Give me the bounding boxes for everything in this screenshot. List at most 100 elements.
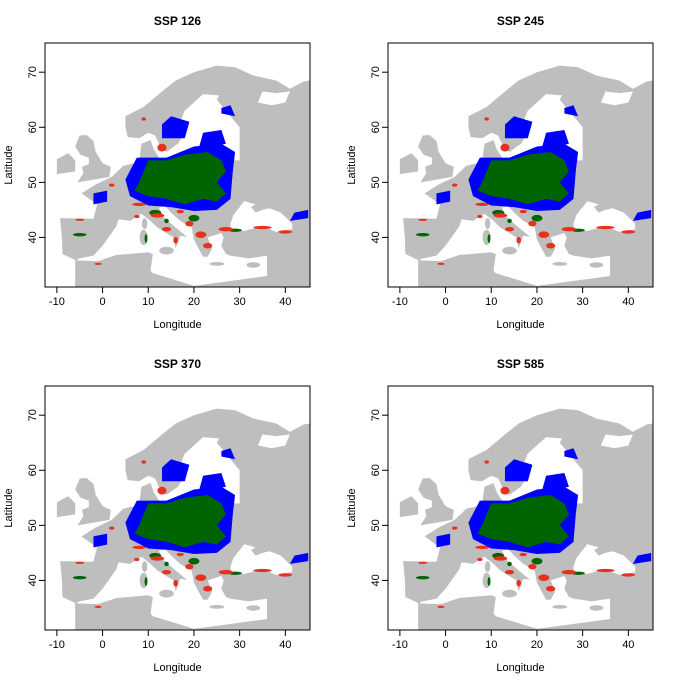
x-tick-label: -10 <box>392 296 408 308</box>
x-tick-label: 0 <box>100 639 106 651</box>
range-red <box>94 605 102 608</box>
x-tick-label: 10 <box>142 639 154 651</box>
range-red <box>161 569 172 575</box>
range-green <box>487 577 491 586</box>
land <box>418 134 454 183</box>
range-red <box>475 202 489 207</box>
range-blue <box>436 533 451 548</box>
x-tick-label: 40 <box>279 296 291 308</box>
range-red <box>75 218 85 221</box>
range-red <box>528 563 537 570</box>
island <box>159 589 174 598</box>
range-red <box>141 117 146 121</box>
range-red <box>173 236 178 244</box>
range-blue <box>161 116 190 139</box>
range-red <box>108 526 115 530</box>
y-tick-label: 70 <box>370 66 382 78</box>
land <box>75 477 111 526</box>
map-area <box>399 65 653 287</box>
range-red <box>253 568 272 573</box>
range-red <box>516 579 521 587</box>
range-green <box>415 576 430 580</box>
island <box>246 605 261 611</box>
range-green <box>507 561 512 567</box>
range-blue <box>289 552 309 564</box>
range-red <box>538 231 550 238</box>
range-red <box>528 220 537 227</box>
y-axis-label: Latitude <box>3 145 15 184</box>
y-axis-label: Latitude <box>346 145 358 184</box>
sea <box>420 549 611 629</box>
range-red <box>203 585 213 592</box>
x-tick-label: 10 <box>485 296 497 308</box>
range-green <box>72 233 87 237</box>
panel-title: SSP 245 <box>497 14 544 28</box>
range-green <box>188 214 200 222</box>
range-red <box>538 574 550 581</box>
range-blue <box>436 190 451 205</box>
x-tick-label: 0 <box>443 296 449 308</box>
range-red <box>157 143 167 152</box>
range-red <box>493 556 508 561</box>
island <box>141 218 148 230</box>
island <box>589 262 604 268</box>
x-tick-label: 40 <box>622 296 634 308</box>
range-red <box>451 526 458 530</box>
range-red <box>477 214 483 219</box>
range-red <box>108 183 115 187</box>
map-panel: SSP 245 -10 0 10 20 30 40 40 50 60 70 Longitude Lati… <box>346 14 654 331</box>
land <box>399 153 419 175</box>
sea <box>502 94 583 161</box>
range-blue <box>541 473 569 493</box>
map-panel: SSP 370 -10 0 10 20 30 40 40 50 60 70 Longitude Lati… <box>3 357 311 674</box>
sea <box>77 549 268 629</box>
map-area <box>399 408 653 630</box>
land <box>56 153 76 175</box>
range-blue <box>289 209 309 221</box>
range-red <box>176 552 184 557</box>
y-tick-label: 60 <box>27 464 39 476</box>
plot-frame <box>44 385 311 631</box>
sea <box>257 91 290 106</box>
x-tick-label: 20 <box>531 296 543 308</box>
range-green <box>477 152 569 205</box>
range-red <box>484 117 489 121</box>
sea <box>502 437 583 504</box>
range-red <box>493 213 508 218</box>
range-green <box>144 234 148 243</box>
range-blue <box>93 533 108 548</box>
range-red <box>278 230 293 234</box>
range-green <box>164 218 169 224</box>
range-green <box>531 557 543 565</box>
x-tick-label: 20 <box>531 639 543 651</box>
x-tick-label: 20 <box>188 639 200 651</box>
range-red <box>437 605 445 608</box>
island <box>484 218 491 230</box>
land <box>56 496 76 518</box>
x-tick-label: -10 <box>49 639 65 651</box>
land <box>418 477 454 526</box>
island <box>552 604 568 609</box>
range-blue <box>198 473 226 493</box>
range-blue <box>564 448 579 460</box>
range-red <box>173 579 178 587</box>
range-red <box>203 242 213 249</box>
island <box>246 262 261 268</box>
range-red <box>519 209 527 214</box>
range-red <box>132 202 146 207</box>
range-red <box>500 143 510 152</box>
range-green <box>72 576 87 580</box>
x-tick-label: 30 <box>234 639 246 651</box>
range-red <box>477 557 483 562</box>
island <box>589 605 604 611</box>
range-red <box>161 226 172 232</box>
island <box>209 604 225 609</box>
range-red <box>561 569 577 575</box>
range-blue <box>564 105 579 117</box>
range-red <box>504 569 515 575</box>
range-blue <box>161 459 190 482</box>
y-tick-label: 60 <box>370 121 382 133</box>
range-green <box>134 495 226 548</box>
sea <box>573 544 636 575</box>
range-red <box>218 226 234 232</box>
